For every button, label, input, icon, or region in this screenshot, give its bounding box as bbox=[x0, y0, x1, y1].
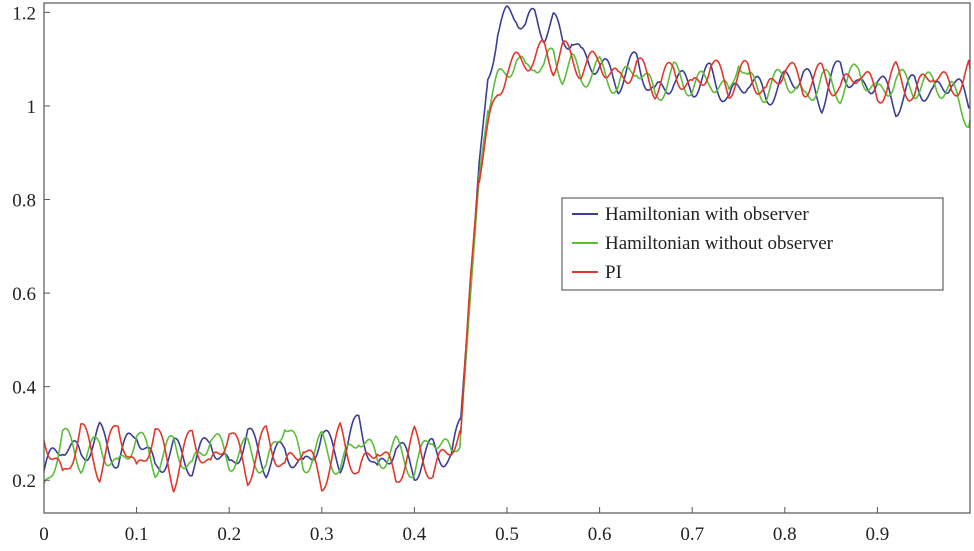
x-tick-label: 0.3 bbox=[310, 524, 334, 545]
x-tick-label: 0.4 bbox=[403, 524, 427, 545]
x-tick-label: 0.1 bbox=[125, 524, 149, 545]
x-tick-label: 0.7 bbox=[680, 524, 704, 545]
series-layer bbox=[43, 5, 971, 493]
x-tick-label: 0.5 bbox=[495, 524, 519, 545]
y-tick-label: 0.2 bbox=[12, 471, 36, 492]
series-line-1 bbox=[43, 5, 971, 481]
legend-label-3: PI bbox=[605, 262, 622, 283]
y-tick-label: 1.2 bbox=[12, 3, 36, 24]
legend-box bbox=[561, 197, 944, 291]
series-line-2 bbox=[43, 47, 971, 484]
ticks-layer: 0 0.1 0.2 0.3 0.4 0.5 0.6 0.7 0.8 0.9 0.2 0.4 0.6 0.8… bbox=[12, 3, 889, 545]
y-tick-label: 0.4 bbox=[12, 378, 36, 399]
series-line-3 bbox=[43, 39, 971, 493]
y-tick-label: 0.6 bbox=[12, 284, 36, 305]
legend: Hamiltonian with observer Hamiltonian wit… bbox=[561, 197, 944, 291]
x-tick-label: 0 bbox=[39, 524, 49, 545]
x-tick-label: 0.6 bbox=[588, 524, 612, 545]
y-tick-label: 0.8 bbox=[12, 191, 36, 212]
legend-label-1: Hamiltonian with observer bbox=[605, 204, 809, 225]
y-tick-label: 1 bbox=[27, 97, 37, 118]
legend-label-2: Hamiltonian without observer bbox=[605, 233, 834, 254]
x-tick-label: 0.8 bbox=[773, 524, 797, 545]
x-tick-label: 0.2 bbox=[217, 524, 241, 545]
x-tick-label: 0.9 bbox=[866, 524, 890, 545]
